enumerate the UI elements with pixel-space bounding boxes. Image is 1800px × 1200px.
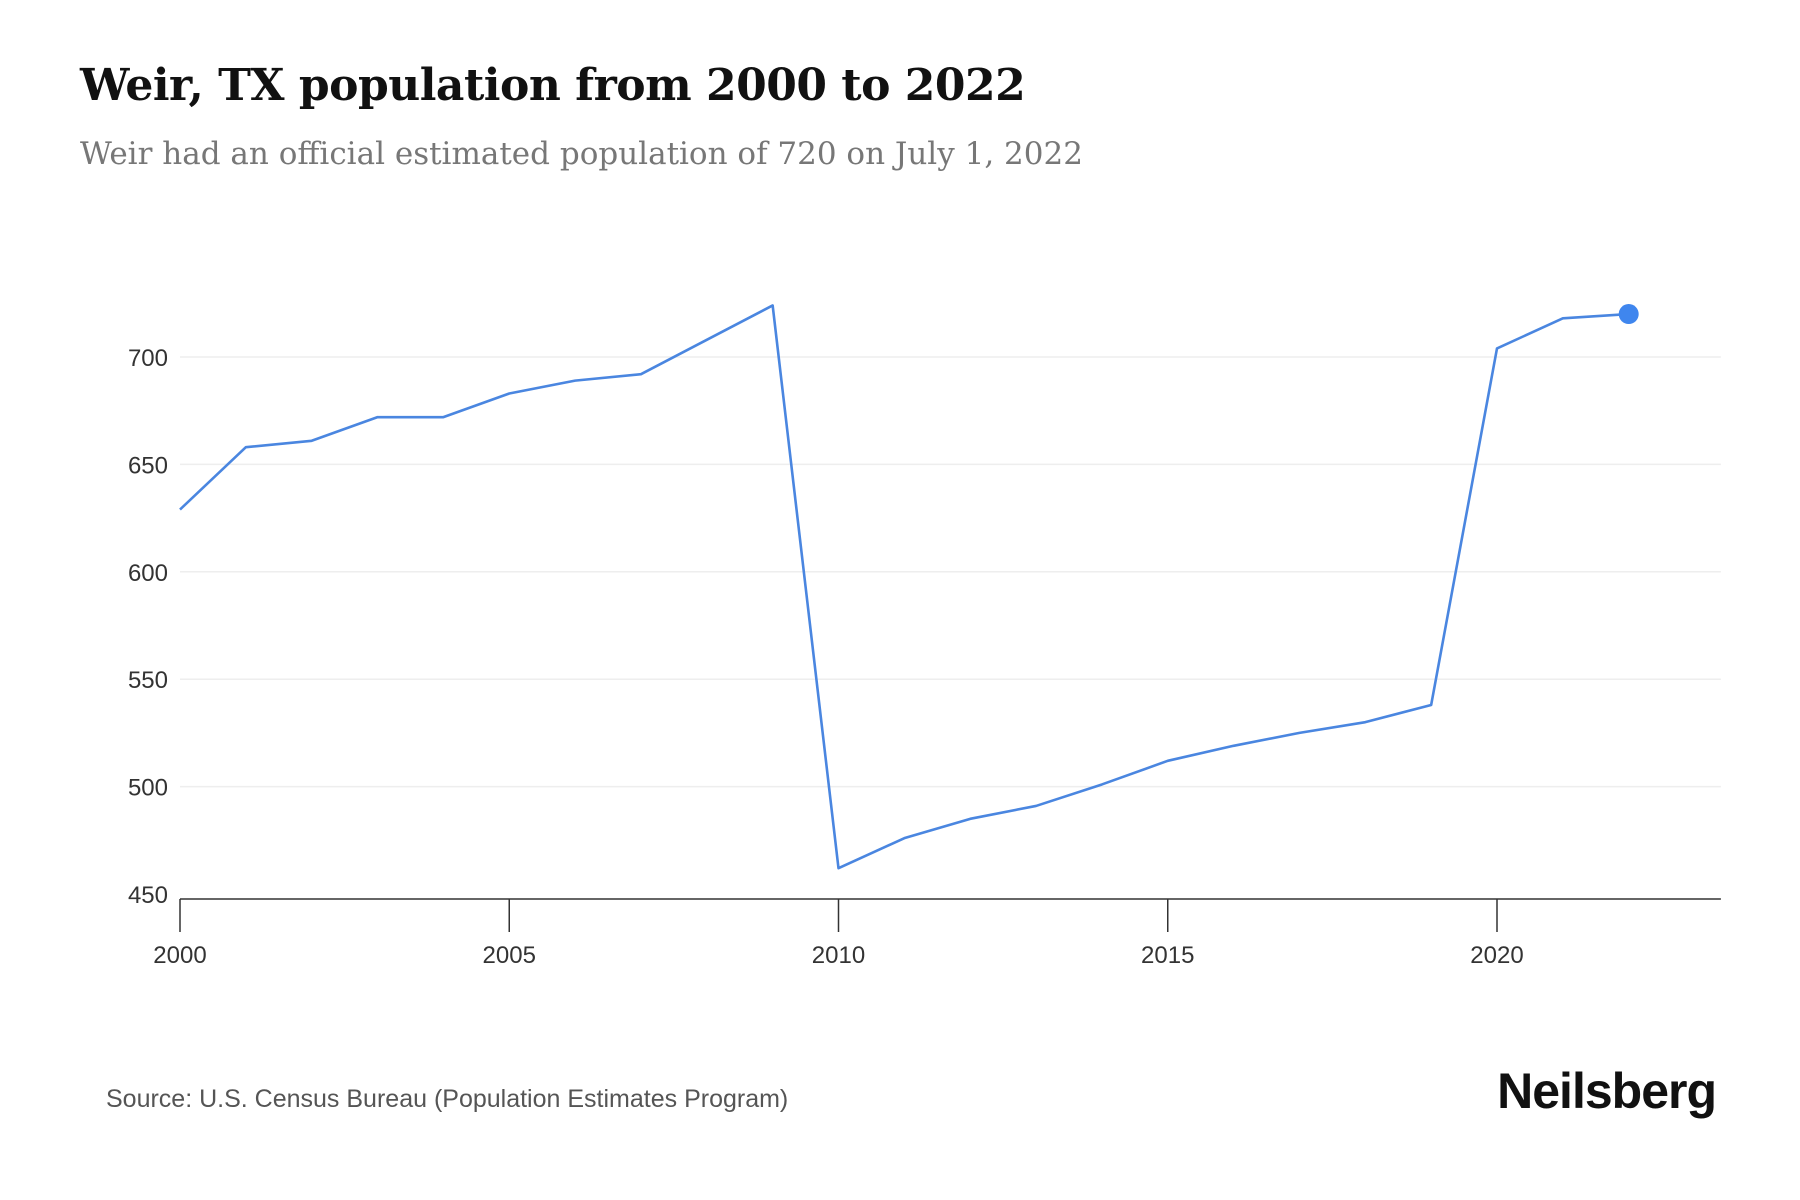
neilsberg-logo: Neilsberg [1497, 1063, 1717, 1119]
y-tick-label: 600 [128, 560, 168, 587]
chart-subtitle: Weir had an official estimated populatio… [80, 136, 1083, 172]
x-tick-label: 2010 [812, 942, 865, 969]
last-data-point [1618, 304, 1639, 325]
y-tick-label: 500 [128, 775, 168, 802]
x-tick-label: 2015 [1141, 942, 1194, 969]
y-tick-label: 700 [128, 345, 168, 372]
x-tick-label: 2020 [1470, 942, 1523, 969]
y-tick-label: 450 [128, 882, 168, 909]
population-line [179, 304, 1629, 870]
y-tick-label: 550 [128, 667, 168, 694]
chart-title: Weir, TX population from 2000 to 2022 [80, 60, 1026, 111]
y-tick-label: 650 [128, 452, 168, 479]
source-note: Source: U.S. Census Bureau (Population E… [106, 1085, 789, 1113]
x-tick-label: 2000 [153, 942, 206, 969]
x-tick-label: 2005 [483, 942, 536, 969]
